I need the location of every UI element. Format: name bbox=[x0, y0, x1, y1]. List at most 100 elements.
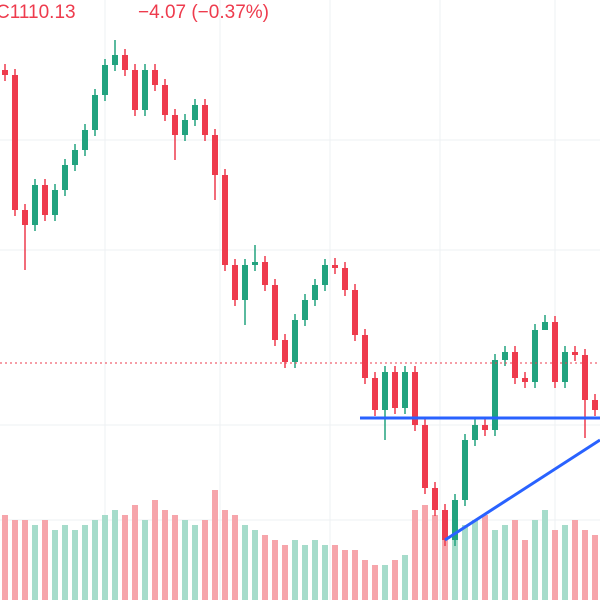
volume-bar bbox=[572, 520, 578, 600]
volume-bar bbox=[592, 535, 598, 600]
volume-bar bbox=[462, 525, 468, 600]
candle-body bbox=[512, 352, 518, 378]
candle-body bbox=[2, 70, 8, 75]
volume-bars bbox=[2, 490, 598, 600]
volume-bar bbox=[332, 545, 338, 600]
candle-body bbox=[442, 510, 448, 540]
candle-body bbox=[372, 378, 378, 410]
close-label: C1110.13 bbox=[0, 2, 76, 23]
volume-bar bbox=[522, 540, 528, 600]
candle-body bbox=[122, 55, 128, 70]
candle-body bbox=[52, 190, 58, 215]
candle-body bbox=[232, 265, 238, 300]
candle-body bbox=[192, 105, 198, 120]
volume-bar bbox=[252, 530, 258, 600]
candle-body bbox=[362, 335, 368, 378]
volume-bar bbox=[422, 505, 428, 600]
candle-body bbox=[542, 322, 548, 330]
candle-body bbox=[132, 70, 138, 110]
candle-body bbox=[162, 85, 168, 115]
candles bbox=[2, 40, 598, 546]
volume-bar bbox=[182, 520, 188, 600]
volume-bar bbox=[312, 540, 318, 600]
volume-bar bbox=[402, 555, 408, 600]
volume-bar bbox=[292, 540, 298, 600]
volume-bar bbox=[502, 525, 508, 600]
candle-body bbox=[102, 65, 108, 95]
candle-body bbox=[92, 95, 98, 130]
volume-bar bbox=[92, 520, 98, 600]
volume-bar bbox=[262, 535, 268, 600]
volume-bar bbox=[132, 505, 138, 600]
volume-bar bbox=[172, 515, 178, 600]
volume-bar bbox=[82, 525, 88, 600]
volume-bar bbox=[302, 545, 308, 600]
candle-body bbox=[392, 372, 398, 408]
volume-bar bbox=[272, 540, 278, 600]
candle-body bbox=[252, 262, 258, 265]
volume-bar bbox=[542, 510, 548, 600]
candle-body bbox=[32, 185, 38, 225]
volume-bar bbox=[102, 515, 108, 600]
candle-body bbox=[332, 265, 338, 268]
volume-bar bbox=[322, 545, 328, 600]
candle-body bbox=[432, 488, 438, 510]
volume-bar bbox=[42, 520, 48, 600]
volume-bar bbox=[412, 510, 418, 600]
volume-bar bbox=[452, 530, 458, 600]
volume-bar bbox=[222, 510, 228, 600]
candle-body bbox=[572, 352, 578, 355]
volume-bar bbox=[142, 520, 148, 600]
candle-body bbox=[212, 135, 218, 175]
volume-bar bbox=[362, 560, 368, 600]
candle-body bbox=[402, 372, 408, 408]
volume-bar bbox=[2, 515, 8, 600]
candle-body bbox=[82, 130, 88, 150]
candle-body bbox=[492, 360, 498, 430]
candle-body bbox=[292, 320, 298, 362]
candle-body bbox=[112, 55, 118, 65]
candle-body bbox=[482, 425, 488, 430]
volume-bar bbox=[12, 520, 18, 600]
candle-body bbox=[262, 262, 268, 285]
candle-body bbox=[352, 290, 358, 335]
candle-body bbox=[422, 425, 428, 488]
candle-body bbox=[62, 165, 68, 190]
candle-body bbox=[202, 105, 208, 135]
volume-bar bbox=[352, 550, 358, 600]
volume-bar bbox=[472, 520, 478, 600]
candle-body bbox=[522, 378, 528, 382]
volume-bar bbox=[192, 525, 198, 600]
volume-bar bbox=[372, 565, 378, 600]
volume-bar bbox=[442, 525, 448, 600]
candle-body bbox=[22, 210, 28, 225]
candle-body bbox=[412, 372, 418, 425]
candle-body bbox=[582, 355, 588, 400]
volume-bar bbox=[122, 515, 128, 600]
volume-bar bbox=[582, 530, 588, 600]
change-label: −4.07 (−0.37%) bbox=[138, 2, 269, 23]
candle-body bbox=[312, 285, 318, 300]
volume-bar bbox=[32, 525, 38, 600]
candle-body bbox=[182, 120, 188, 135]
candle-body bbox=[532, 330, 538, 382]
volume-bar bbox=[72, 530, 78, 600]
candle-body bbox=[472, 425, 478, 440]
candle-body bbox=[152, 70, 158, 85]
candle-body bbox=[552, 322, 558, 382]
volume-bar bbox=[62, 525, 68, 600]
candle-body bbox=[342, 268, 348, 290]
candle-body bbox=[452, 500, 458, 540]
candle-body bbox=[592, 400, 598, 410]
volume-bar bbox=[492, 530, 498, 600]
volume-bar bbox=[242, 525, 248, 600]
candle-body bbox=[462, 440, 468, 500]
volume-bar bbox=[212, 490, 218, 600]
volume-bar bbox=[482, 515, 488, 600]
volume-bar bbox=[562, 525, 568, 600]
volume-bar bbox=[232, 515, 238, 600]
candle-body bbox=[142, 70, 148, 110]
candle-body bbox=[272, 285, 278, 340]
candle-body bbox=[42, 185, 48, 215]
